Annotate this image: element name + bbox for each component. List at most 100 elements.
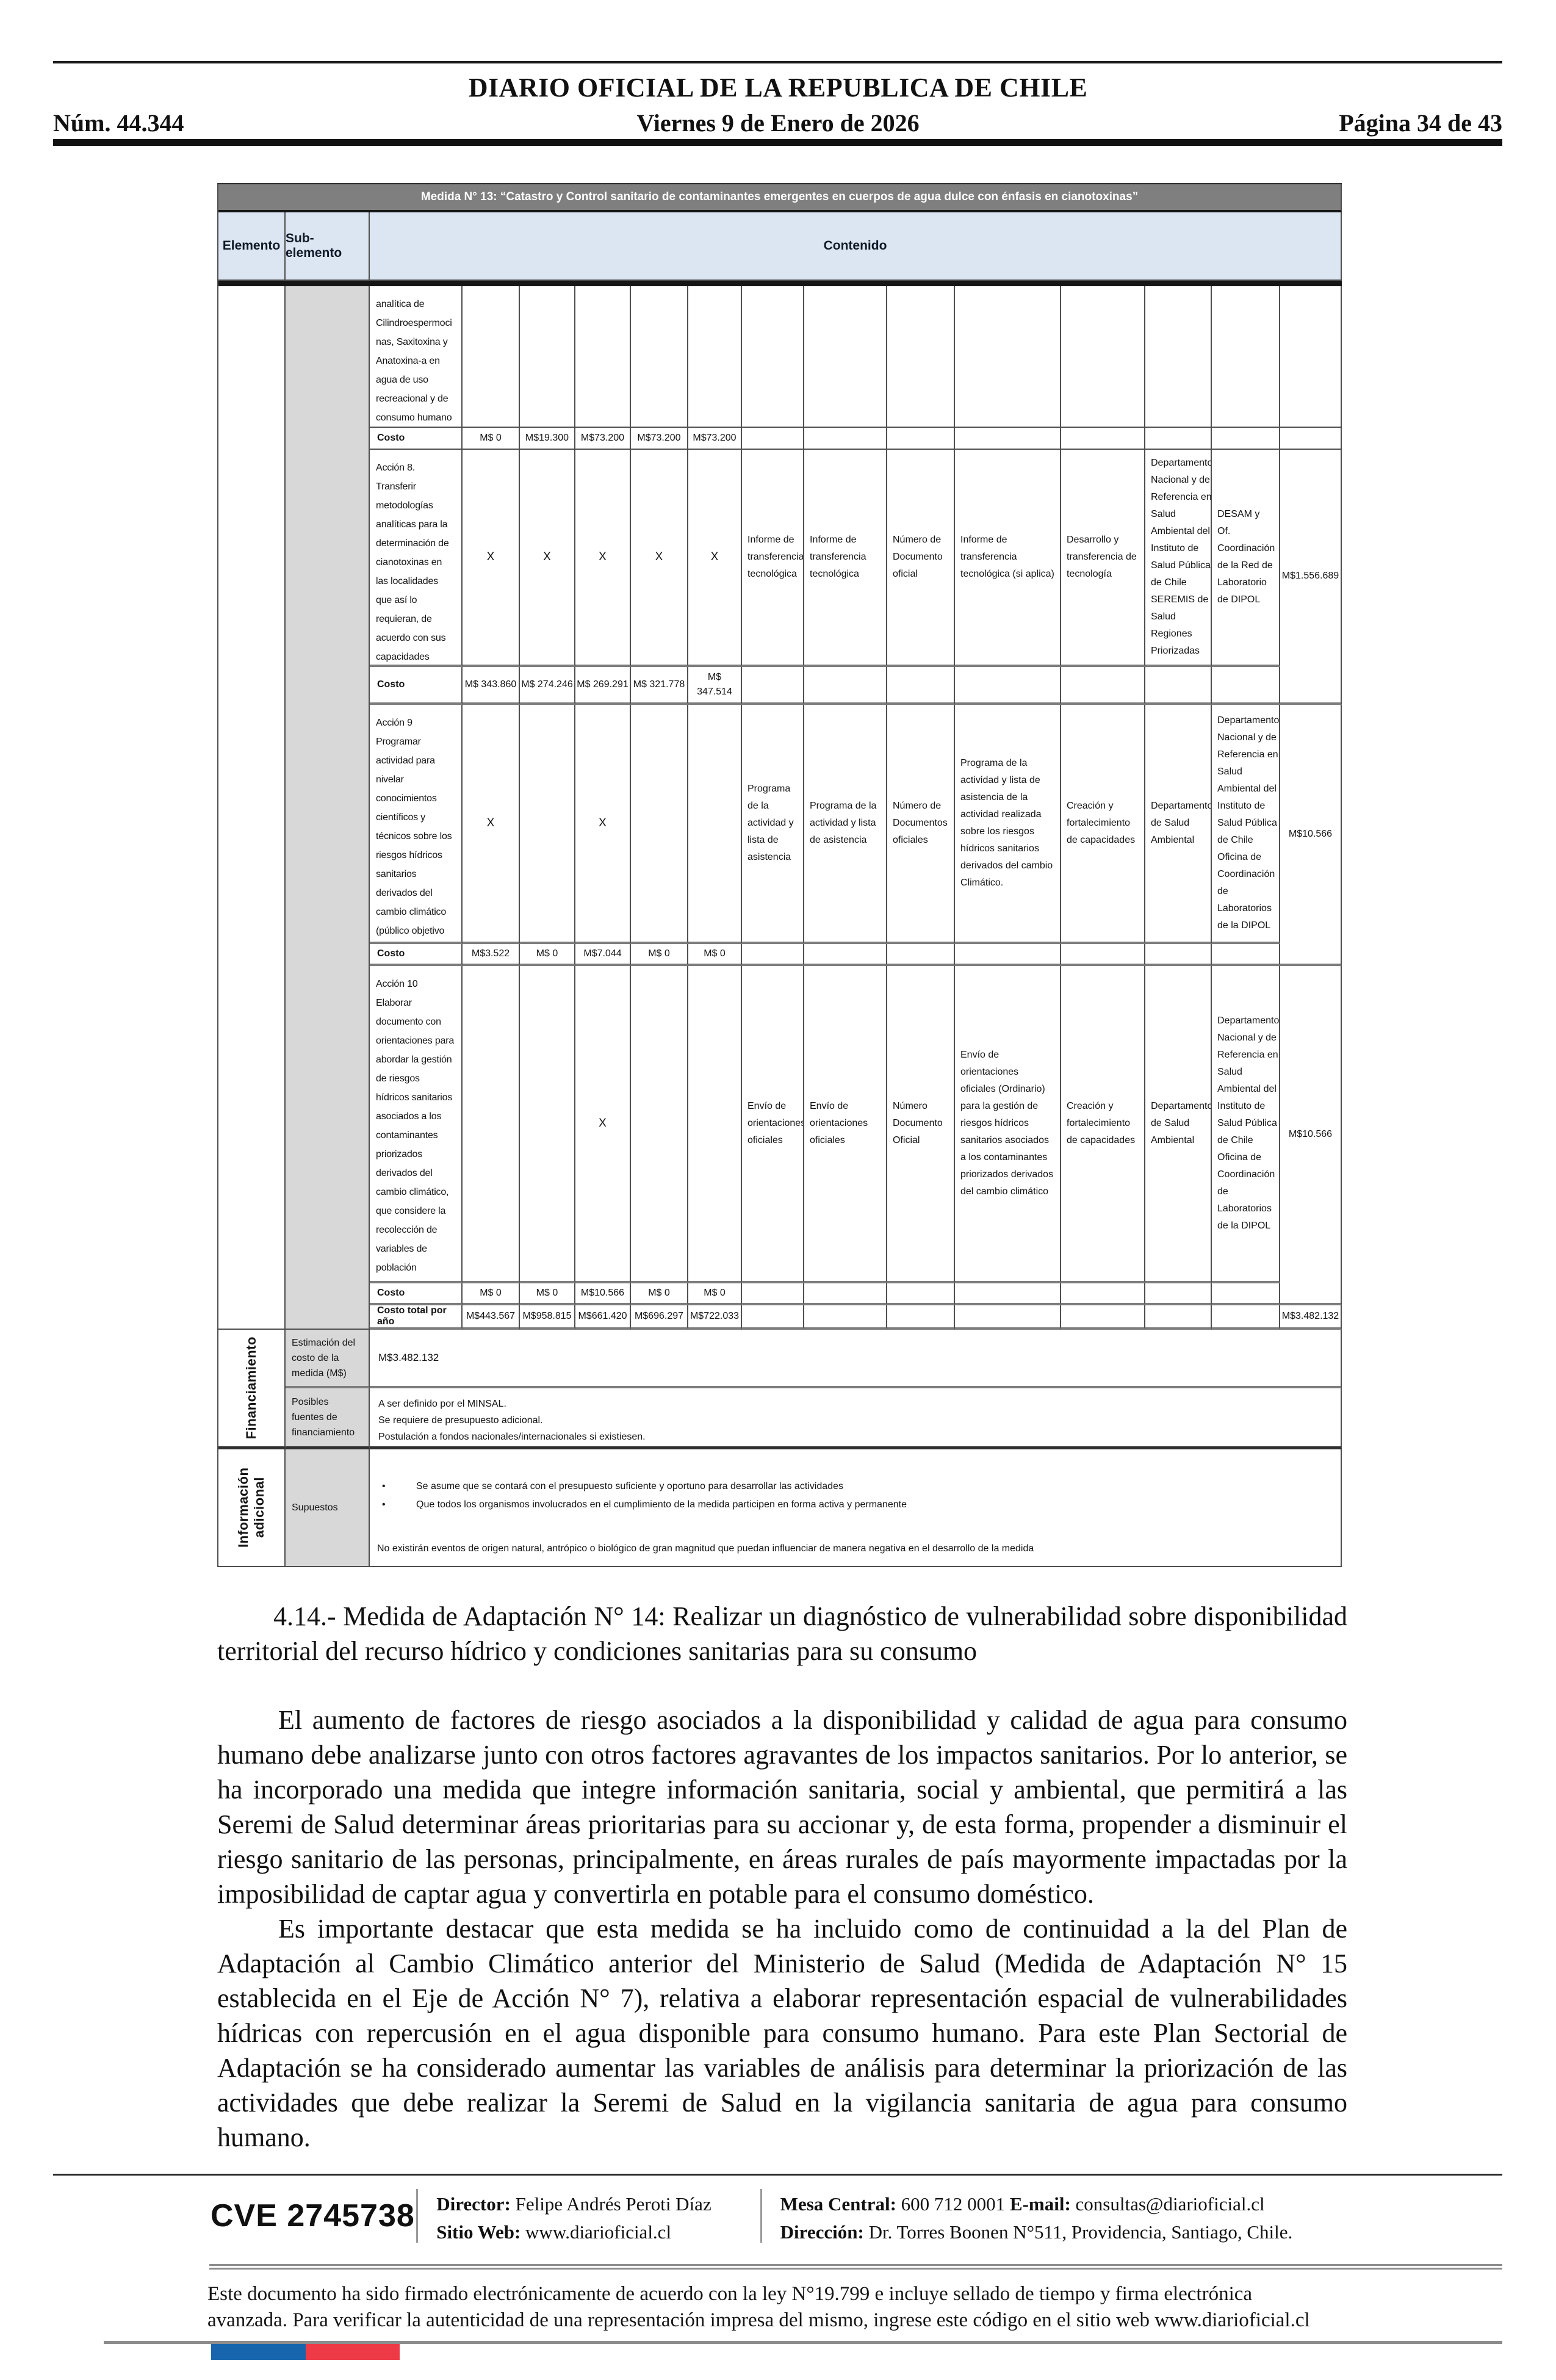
costo-total-label: Costo total por año — [370, 1305, 463, 1330]
costo-label: Costo — [370, 428, 463, 450]
action-description: Acción 9 Programar actividad para nivela… — [370, 705, 463, 944]
table-cell — [742, 667, 804, 705]
table-cell: Envío de orientaciones oficiales — [742, 966, 804, 1283]
table-cell: M$ 269.291 — [575, 667, 631, 705]
table-cell — [1145, 667, 1212, 705]
footer-double-rule — [209, 2264, 1502, 2270]
table-cell — [688, 966, 742, 1283]
flag-red-segment — [306, 2344, 400, 2360]
table-cell: Departamento de Salud Ambiental — [1145, 966, 1212, 1283]
table-cell: M$3.522 — [463, 944, 520, 966]
assumptions: • Se asume que se contará con el presupue… — [370, 1449, 1342, 1567]
table-cell — [1212, 1305, 1280, 1330]
table-cell: M$ 0 — [463, 1283, 520, 1305]
footer-bottom-rule — [104, 2341, 1502, 2344]
table-cell — [742, 1283, 804, 1305]
table-cell — [1061, 428, 1145, 450]
table-cell — [955, 1283, 1061, 1305]
funding-sources: A ser definido por el MINSAL. Se requiere… — [370, 1388, 1342, 1449]
table-cell — [887, 944, 955, 966]
table-cell — [742, 428, 804, 450]
table-cell: M$10.566 — [575, 1283, 631, 1305]
table-cell — [804, 428, 887, 450]
table-cell — [742, 944, 804, 966]
email-value: consultas@diarioficial.cl — [1075, 2193, 1265, 2215]
table-cell: M$ 347.514 — [688, 667, 742, 705]
table-cell: M$ 0 — [520, 944, 575, 966]
elemento-empty-cell — [218, 286, 286, 1330]
table-cell — [520, 705, 575, 944]
table-cell — [1061, 1283, 1145, 1305]
table-cell — [463, 286, 520, 428]
table-cell — [1212, 667, 1280, 705]
row-group-informacion-adicional: Información adicional — [218, 1449, 286, 1567]
table-cell: Informe de transferencia tecnológica — [804, 450, 887, 667]
table-cell — [804, 286, 887, 428]
table-cell: X — [631, 450, 688, 667]
table-cell: M$ 0 — [688, 1283, 742, 1305]
body-paragraph: El aumento de factores de riesgo asociad… — [217, 1705, 1347, 1909]
table-cell: M$ 274.246 — [520, 667, 575, 705]
table-cell — [1212, 1283, 1280, 1305]
legal-line-1: Este documento ha sido firmado electróni… — [207, 2283, 1253, 2305]
table-cell: Departamento de Salud Ambiental — [1145, 705, 1212, 944]
table-cell: X — [463, 450, 520, 667]
table-cell — [1145, 1305, 1212, 1330]
table-cell: Departamento Nacional y de Referencia en… — [1212, 705, 1280, 944]
table-cell: M$ 321.778 — [631, 667, 688, 705]
table-cell — [1212, 428, 1280, 450]
table-cell: X — [688, 450, 742, 667]
footer-cve-block: CVE 2745738 Director: Felipe Andrés Pero… — [211, 2188, 1502, 2244]
mesa-central-label: Mesa Central: — [780, 2193, 896, 2215]
table-cell: Departamento Nacional y de Referencia en… — [1145, 450, 1212, 667]
table-cell: M$19.300 — [520, 428, 575, 450]
costo-label: Costo — [370, 667, 463, 705]
table-cell: M$ 0 — [631, 1283, 688, 1305]
direccion-line: Dirección: Dr. Torres Boonen N°511, Prov… — [780, 2218, 1502, 2246]
director-label: Director: — [436, 2193, 511, 2215]
table-cell: M$696.297 — [631, 1305, 688, 1330]
table-cell: M$ 0 — [688, 944, 742, 966]
table-cell: X — [575, 966, 631, 1283]
table-cell — [1061, 944, 1145, 966]
table-cell: Programa de la actividad y lista de asis… — [742, 705, 804, 944]
siteweb-label: Sitio Web: — [436, 2221, 521, 2243]
footer-contact-block: Mesa Central: 600 712 0001 E-mail: consu… — [762, 2188, 1502, 2244]
director-name: Felipe Andrés Peroti Díaz — [515, 2193, 711, 2215]
table-cell — [804, 1305, 887, 1330]
table-cell — [1280, 286, 1342, 428]
table-cell — [887, 667, 955, 705]
col-header-sub-elemento: Sub-elemento — [286, 212, 370, 281]
table-cell — [804, 1283, 887, 1305]
table-cell — [887, 286, 955, 428]
action-total-cost: M$10.566 — [1280, 966, 1342, 1305]
top-rule — [53, 61, 1502, 63]
table-cell: X — [520, 450, 575, 667]
table-cell: M$722.033 — [688, 1305, 742, 1330]
table-cell — [742, 1305, 804, 1330]
mesa-central-line: Mesa Central: 600 712 0001 E-mail: consu… — [780, 2190, 1502, 2218]
table-title: Medida N° 13: “Catastro y Control sanita… — [218, 184, 1342, 212]
table-cell: X — [575, 705, 631, 944]
table-cell — [520, 286, 575, 428]
action-description: Acción 10 Elaborar documento con orienta… — [370, 966, 463, 1283]
grand-total-cost: M$3.482.132 — [1280, 1305, 1342, 1330]
cost-estimate-value: M$3.482.132 — [370, 1330, 1342, 1388]
table-cell — [688, 286, 742, 428]
table-cell — [463, 966, 520, 1283]
table-cell — [1145, 428, 1212, 450]
table-cell: Desarrollo y transferencia de tecnología — [1061, 450, 1145, 667]
table-cell — [631, 705, 688, 944]
row-label: Supuestos — [286, 1449, 370, 1567]
siteweb-line: Sitio Web: www.diarioficial.cl — [436, 2218, 760, 2246]
footer-divider — [416, 2189, 419, 2243]
table-cell: Número Documento Oficial — [887, 966, 955, 1283]
table-cell — [631, 966, 688, 1283]
flag-blue-segment — [211, 2344, 306, 2360]
black-separator — [218, 281, 1342, 286]
table-cell: Envío de orientaciones oficiales (Ordina… — [955, 966, 1061, 1283]
table-cell — [1061, 1305, 1145, 1330]
table-cell: M$ 0 — [463, 428, 520, 450]
table-cell — [804, 667, 887, 705]
